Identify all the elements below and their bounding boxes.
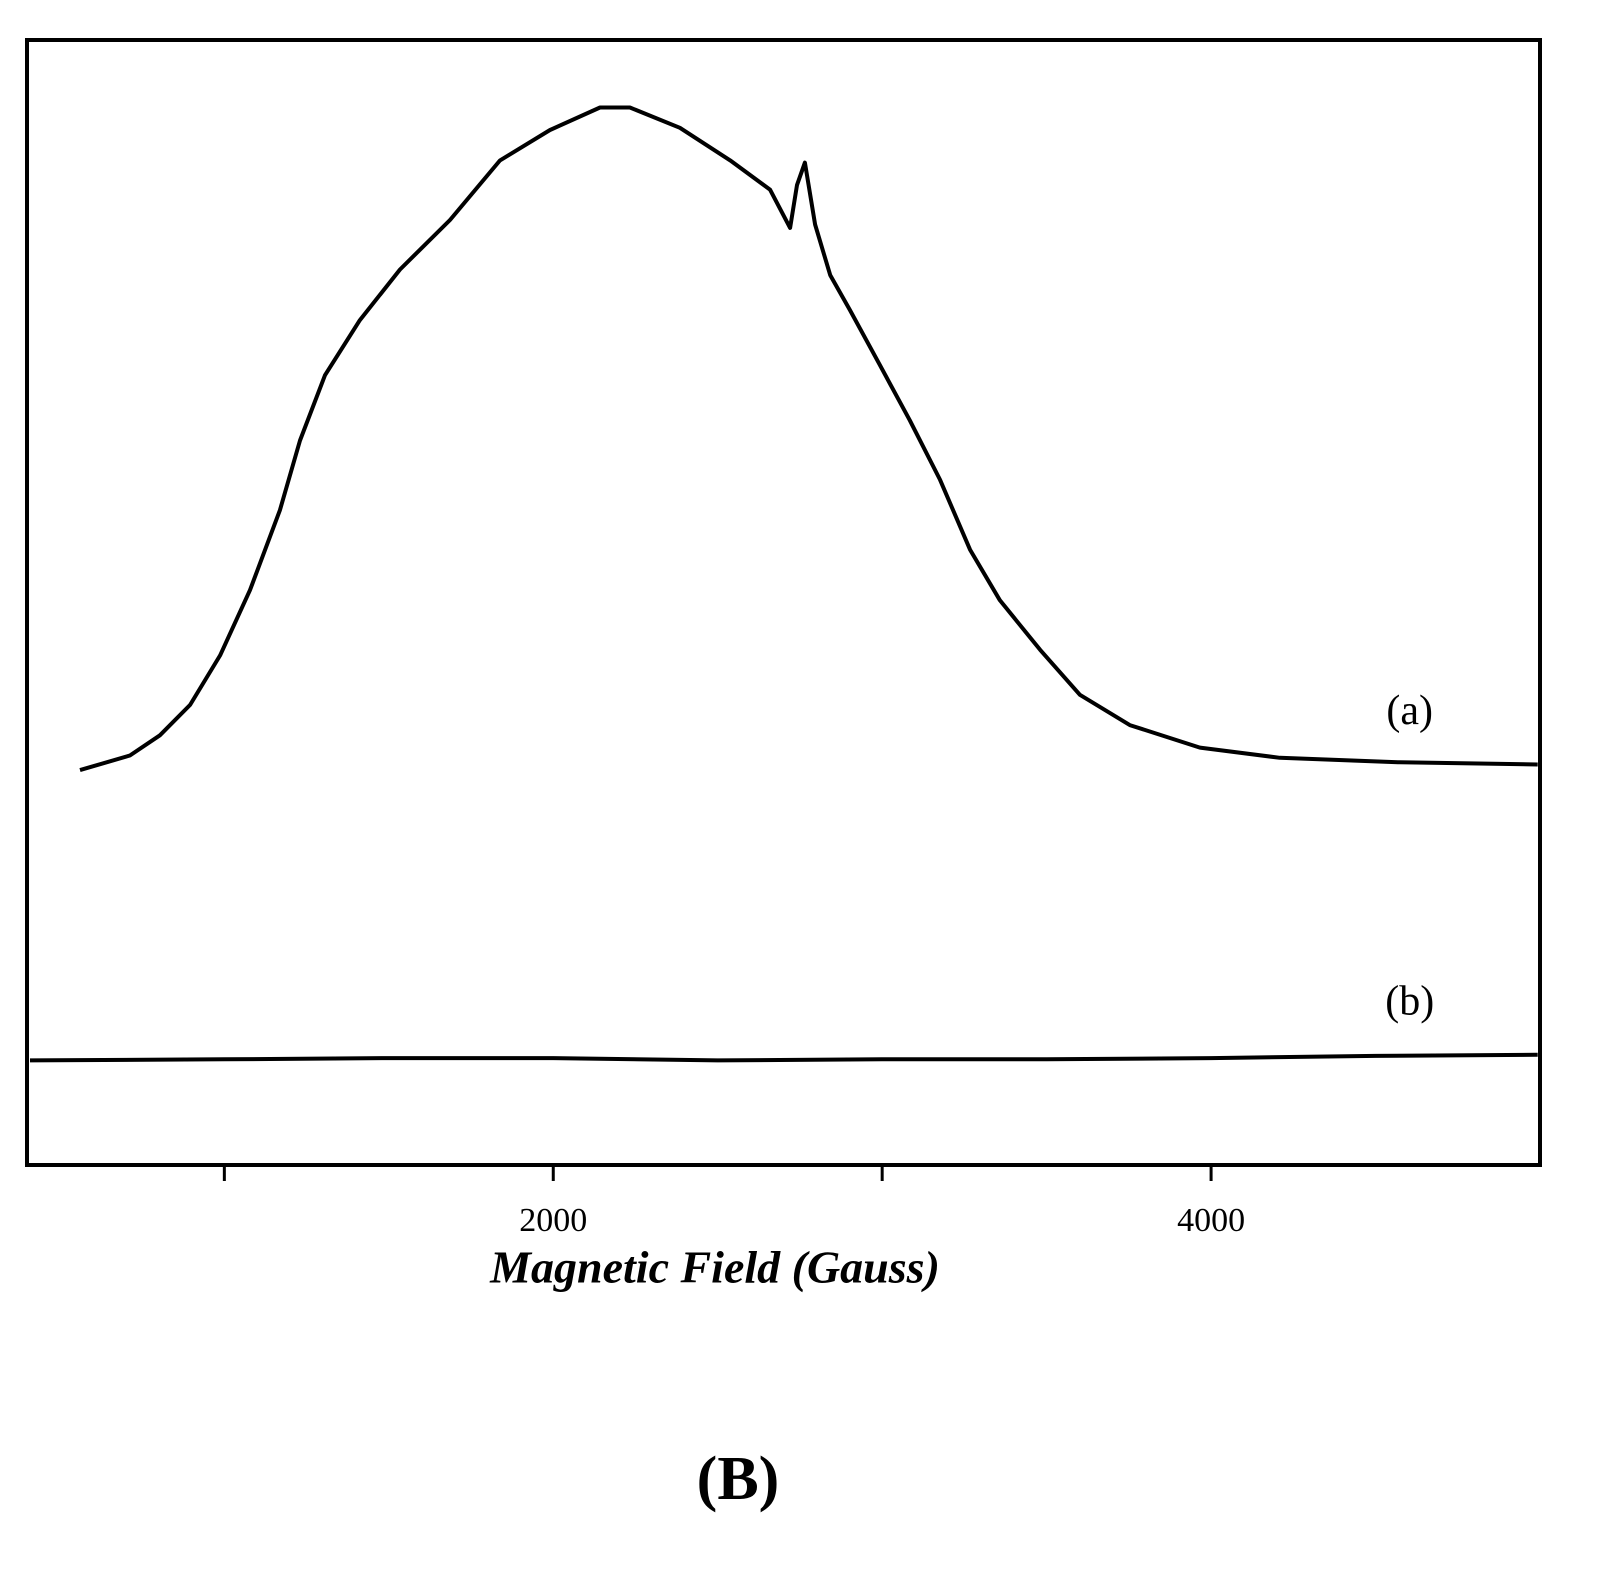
spectrum-line bbox=[79, 105, 1538, 773]
series-label: (a) bbox=[1386, 688, 1433, 734]
x-axis-title: Magnetic Field (Gauss) bbox=[489, 1242, 940, 1293]
series-label: (b) bbox=[1385, 978, 1434, 1024]
x-tick-label: 4000 bbox=[1177, 1202, 1245, 1239]
spectrum-line bbox=[29, 1052, 1538, 1063]
x-tick-label: 2000 bbox=[519, 1202, 587, 1239]
panel-label: (B) bbox=[697, 1445, 780, 1513]
plot-frame bbox=[25, 38, 1542, 1167]
